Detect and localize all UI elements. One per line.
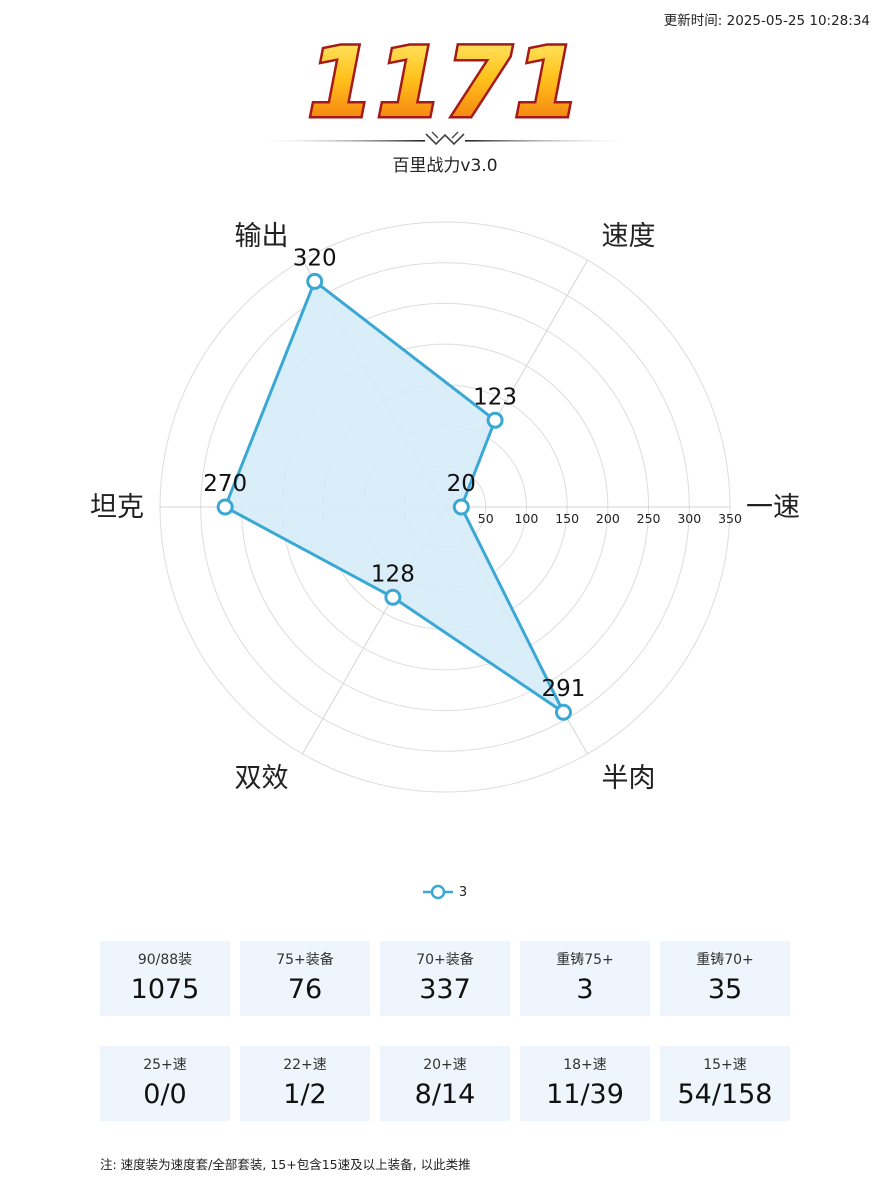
stat-value: 337 bbox=[419, 974, 471, 1005]
stat-label: 重铸75+ bbox=[556, 952, 614, 968]
chart-legend[interactable]: 3 bbox=[0, 880, 890, 904]
radar-data-point[interactable] bbox=[306, 272, 324, 290]
update-time: 更新时间: 2025-05-25 10:28:34 bbox=[663, 13, 870, 29]
radar-data-point[interactable] bbox=[554, 703, 572, 721]
stat-label: 90/88装 bbox=[137, 952, 193, 968]
stats-row-speed: 25+速 0/0 22+速 1/2 20+速 8/14 18+速 11/39 1… bbox=[100, 1046, 790, 1121]
stat-value: 76 bbox=[287, 974, 323, 1005]
stat-label: 25+速 bbox=[143, 1057, 187, 1073]
stat-label: 18+速 bbox=[563, 1057, 607, 1073]
stat-card: 18+速 11/39 bbox=[520, 1046, 650, 1121]
radar-indicator-label: 双效 bbox=[235, 763, 289, 794]
stat-label: 70+装备 bbox=[416, 952, 474, 968]
radar-data-point[interactable] bbox=[216, 498, 234, 516]
stat-value: 1/2 bbox=[283, 1079, 327, 1110]
stat-label: 15+速 bbox=[703, 1057, 747, 1073]
radar-tick-label: 350 bbox=[718, 511, 742, 526]
stat-value: 3 bbox=[576, 974, 594, 1005]
stat-value: 0/0 bbox=[143, 1079, 187, 1110]
legend-label: 3 bbox=[458, 884, 468, 900]
radar-data-label: 270 bbox=[203, 471, 247, 497]
radar-indicator-label: 一速 bbox=[746, 492, 800, 523]
stat-value: 8/14 bbox=[414, 1079, 476, 1110]
stat-label: 75+装备 bbox=[276, 952, 334, 968]
stat-value: 35 bbox=[707, 974, 743, 1005]
radar-data-label: 20 bbox=[447, 471, 476, 497]
title-ornament bbox=[250, 131, 640, 146]
radar-data-point[interactable] bbox=[486, 411, 504, 429]
radar-data-label: 123 bbox=[473, 384, 517, 410]
radar-data-label: 128 bbox=[371, 561, 415, 587]
combat-score: 1171 bbox=[307, 27, 582, 136]
radar-indicator-label: 速度 bbox=[602, 221, 656, 252]
stat-card: 90/88装 1075 bbox=[100, 941, 230, 1016]
stat-label: 22+速 bbox=[283, 1057, 327, 1073]
stat-value: 54/158 bbox=[677, 1079, 773, 1110]
stat-card: 重铸70+ 35 bbox=[660, 941, 790, 1016]
footnote: 注: 速度装为速度套/全部套装, 15+包含15速及以上装备, 以此类推 bbox=[100, 1157, 471, 1172]
score-graphic: 1171 bbox=[305, 26, 583, 136]
stat-label: 20+速 bbox=[423, 1057, 467, 1073]
radar-data-point[interactable] bbox=[452, 498, 470, 516]
stat-card: 22+速 1/2 bbox=[240, 1046, 370, 1121]
radar-tick-label: 100 bbox=[514, 511, 538, 526]
stat-card: 重铸75+ 3 bbox=[520, 941, 650, 1016]
stat-label: 重铸70+ bbox=[696, 952, 754, 968]
radar-tick-label: 50 bbox=[478, 511, 494, 526]
radar-tick-label: 250 bbox=[637, 511, 661, 526]
radar-data-point[interactable] bbox=[384, 588, 402, 606]
stat-card: 70+装备 337 bbox=[380, 941, 510, 1016]
stat-card: 75+装备 76 bbox=[240, 941, 370, 1016]
stat-value: 11/39 bbox=[546, 1079, 624, 1110]
radar-indicator-label: 半肉 bbox=[602, 763, 656, 794]
radar-data-label: 291 bbox=[542, 676, 586, 702]
radar-tick-label: 200 bbox=[596, 511, 620, 526]
radar-data-label: 320 bbox=[293, 245, 337, 271]
stat-card: 15+速 54/158 bbox=[660, 1046, 790, 1121]
radar-series-area bbox=[223, 279, 565, 714]
radar-tick-label: 150 bbox=[555, 511, 579, 526]
version-label: 百里战力v3.0 bbox=[392, 156, 498, 176]
score-banner: 1171 bbox=[0, 26, 890, 136]
radar-tick-labels: 50 100 150 200 250 300 350 bbox=[478, 511, 742, 526]
radar-indicator-label: 输出 bbox=[235, 221, 289, 252]
radar-indicator-label: 坦克 bbox=[90, 492, 144, 523]
legend-marker-icon bbox=[422, 884, 453, 900]
stats-row-equipment: 90/88装 1075 75+装备 76 70+装备 337 重铸75+ 3 重… bbox=[100, 941, 790, 1016]
radar-tick-label: 300 bbox=[677, 511, 701, 526]
stat-card: 20+速 8/14 bbox=[380, 1046, 510, 1121]
radar-series: 20 123 320 270 128 291 bbox=[203, 245, 586, 721]
stat-value: 1075 bbox=[130, 974, 200, 1005]
stat-card: 25+速 0/0 bbox=[100, 1046, 230, 1121]
